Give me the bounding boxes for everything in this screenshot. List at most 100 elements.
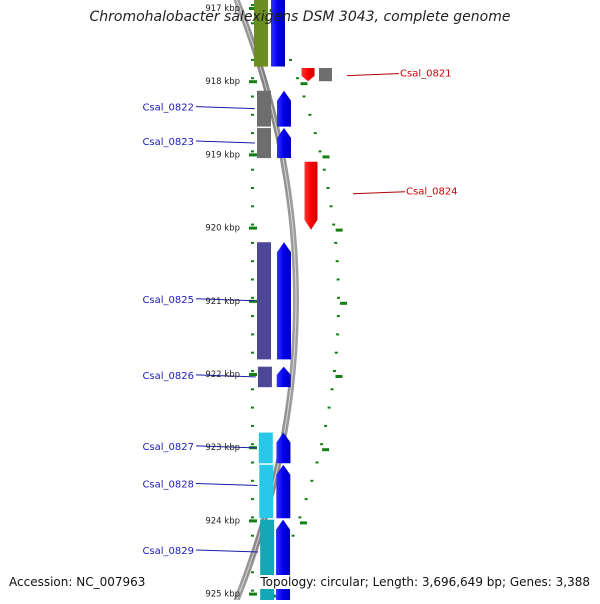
scale-dot-left: [251, 168, 254, 171]
leader-line-Csal_0824: [352, 191, 406, 195]
gene-label-Csal_0824: Csal_0824: [406, 187, 458, 198]
scale-dot-right: [324, 424, 328, 427]
scale-dot-left: [251, 479, 254, 482]
scale-dot-left: [251, 333, 254, 336]
scale-dot-right: [289, 58, 293, 61]
scale-tick-major-right: [300, 82, 308, 86]
scale-dot-right: [310, 479, 314, 482]
leader-line-Csal_0823: [195, 140, 256, 144]
scale-label: 923 kbp: [205, 443, 240, 453]
gene-label-Csal_0822: Csal_0822: [142, 103, 194, 114]
scale-dot-right: [330, 388, 334, 391]
scale-label: 921 kbp: [205, 297, 240, 307]
scale-dot-right: [332, 223, 336, 226]
scale-dot-left: [251, 58, 254, 61]
scale-label: 918 kbp: [205, 77, 240, 87]
cog-bar-Csal_0827: [258, 432, 273, 464]
leader-line-Csal_0821: [346, 73, 400, 77]
scale-dot-left: [251, 132, 254, 135]
scale-dot-right: [296, 77, 300, 80]
genome-title: Chromohalobacter salexigens DSM 3043, co…: [89, 9, 511, 25]
scale-tick-major: [249, 7, 257, 10]
scale-dot-right: [291, 534, 295, 537]
gene-arrow-Csal_0822: [277, 90, 291, 127]
scale-dot-left: [251, 241, 254, 244]
scale-dot-right: [302, 95, 306, 98]
scale-tick-major: [249, 373, 257, 376]
scale-dot-left: [251, 498, 254, 501]
scale-tick-major: [249, 226, 257, 230]
accession-label: Accession: NC_007963: [9, 575, 146, 589]
scale-label: 917 kbp: [205, 4, 240, 14]
scale-dot-right: [326, 187, 330, 189]
scale-label: 919 kbp: [205, 150, 240, 160]
cog-bar-Csal_0823: [257, 128, 271, 159]
scale-dot-left: [251, 296, 254, 299]
scale-tick-major-right: [299, 521, 307, 525]
scale-dot-right: [322, 168, 326, 171]
scale-tick-major: [249, 519, 257, 523]
cog-bar-upstream: [254, 0, 268, 67]
leader-line-Csal_0826: [195, 374, 256, 378]
gene-label-Csal_0827: Csal_0827: [142, 442, 194, 453]
gene-label-Csal_0828: Csal_0828: [142, 479, 194, 490]
scale-dot-left: [251, 260, 254, 263]
scale-dot-left: [251, 187, 254, 189]
scale-dot-left: [251, 278, 254, 281]
gene-arrow-Csal_0821: [301, 68, 315, 82]
scale-dot-left: [251, 443, 254, 446]
scale-tick-major: [249, 153, 257, 157]
scale-dot-right: [336, 278, 340, 281]
scale-tick-major-right: [322, 155, 330, 159]
scale-dot-right: [335, 260, 339, 263]
gene-arrow-Csal_0826: [276, 366, 291, 388]
scale-label: 920 kbp: [205, 224, 240, 234]
gene-label-Csal_0826: Csal_0826: [142, 371, 194, 382]
scale-dot-left: [251, 424, 254, 427]
scale-dot-left: [251, 534, 254, 537]
cog-bar-Csal_0825: [257, 242, 272, 360]
scale-tick-major: [249, 80, 257, 84]
scale-tick-major: [249, 299, 257, 303]
scale-dot-left: [251, 150, 254, 153]
scale-dot-left: [251, 77, 254, 80]
scale-dot-left: [251, 205, 254, 208]
scale-tick-major-right: [335, 228, 343, 232]
scale-label: 922 kbp: [205, 370, 240, 380]
cog-bar-Csal_0826: [257, 366, 272, 388]
scale-dot-right: [308, 113, 312, 116]
scale-label: 925 kbp: [205, 590, 240, 600]
gene-label-Csal_0821: Csal_0821: [400, 69, 452, 80]
cog-bar-Csal_0821: [319, 68, 332, 82]
scale-dot-right: [313, 132, 317, 135]
scale-dot-left: [251, 315, 254, 318]
cog-bar-Csal_0828: [259, 464, 274, 519]
scale-dot-right: [304, 498, 308, 501]
gene-arrow-Csal_0825: [276, 242, 291, 360]
scale-tick-major-right: [339, 301, 347, 305]
scale-dot-left: [251, 516, 254, 519]
scale-dot-right: [329, 205, 333, 208]
gene-arrow-upstream: [271, 0, 285, 67]
scale-dot-left: [251, 406, 254, 409]
scale-dot-left: [251, 113, 254, 116]
leader-line-Csal_0822: [195, 106, 256, 110]
scale-dot-right: [332, 370, 336, 372]
scale-dot-left: [251, 461, 254, 464]
scale-dot-left: [251, 589, 254, 592]
leader-line-Csal_0828: [195, 482, 258, 486]
scale-dot-right: [298, 516, 302, 519]
gene-arrow-Csal_0824: [304, 161, 318, 230]
scale-tick-major-right: [335, 375, 343, 378]
scale-dot-right: [315, 461, 319, 464]
scale-dot-left: [251, 4, 254, 6]
gene-arrow-Csal_0823: [277, 128, 291, 159]
scale-dot-right: [334, 351, 338, 354]
scale-dot-left: [251, 22, 254, 25]
gene-arrow-Csal_0828: [276, 464, 291, 519]
scale-dot-right: [336, 333, 340, 336]
scale-dot-left: [251, 223, 254, 226]
gene-label-Csal_0823: Csal_0823: [142, 137, 194, 148]
